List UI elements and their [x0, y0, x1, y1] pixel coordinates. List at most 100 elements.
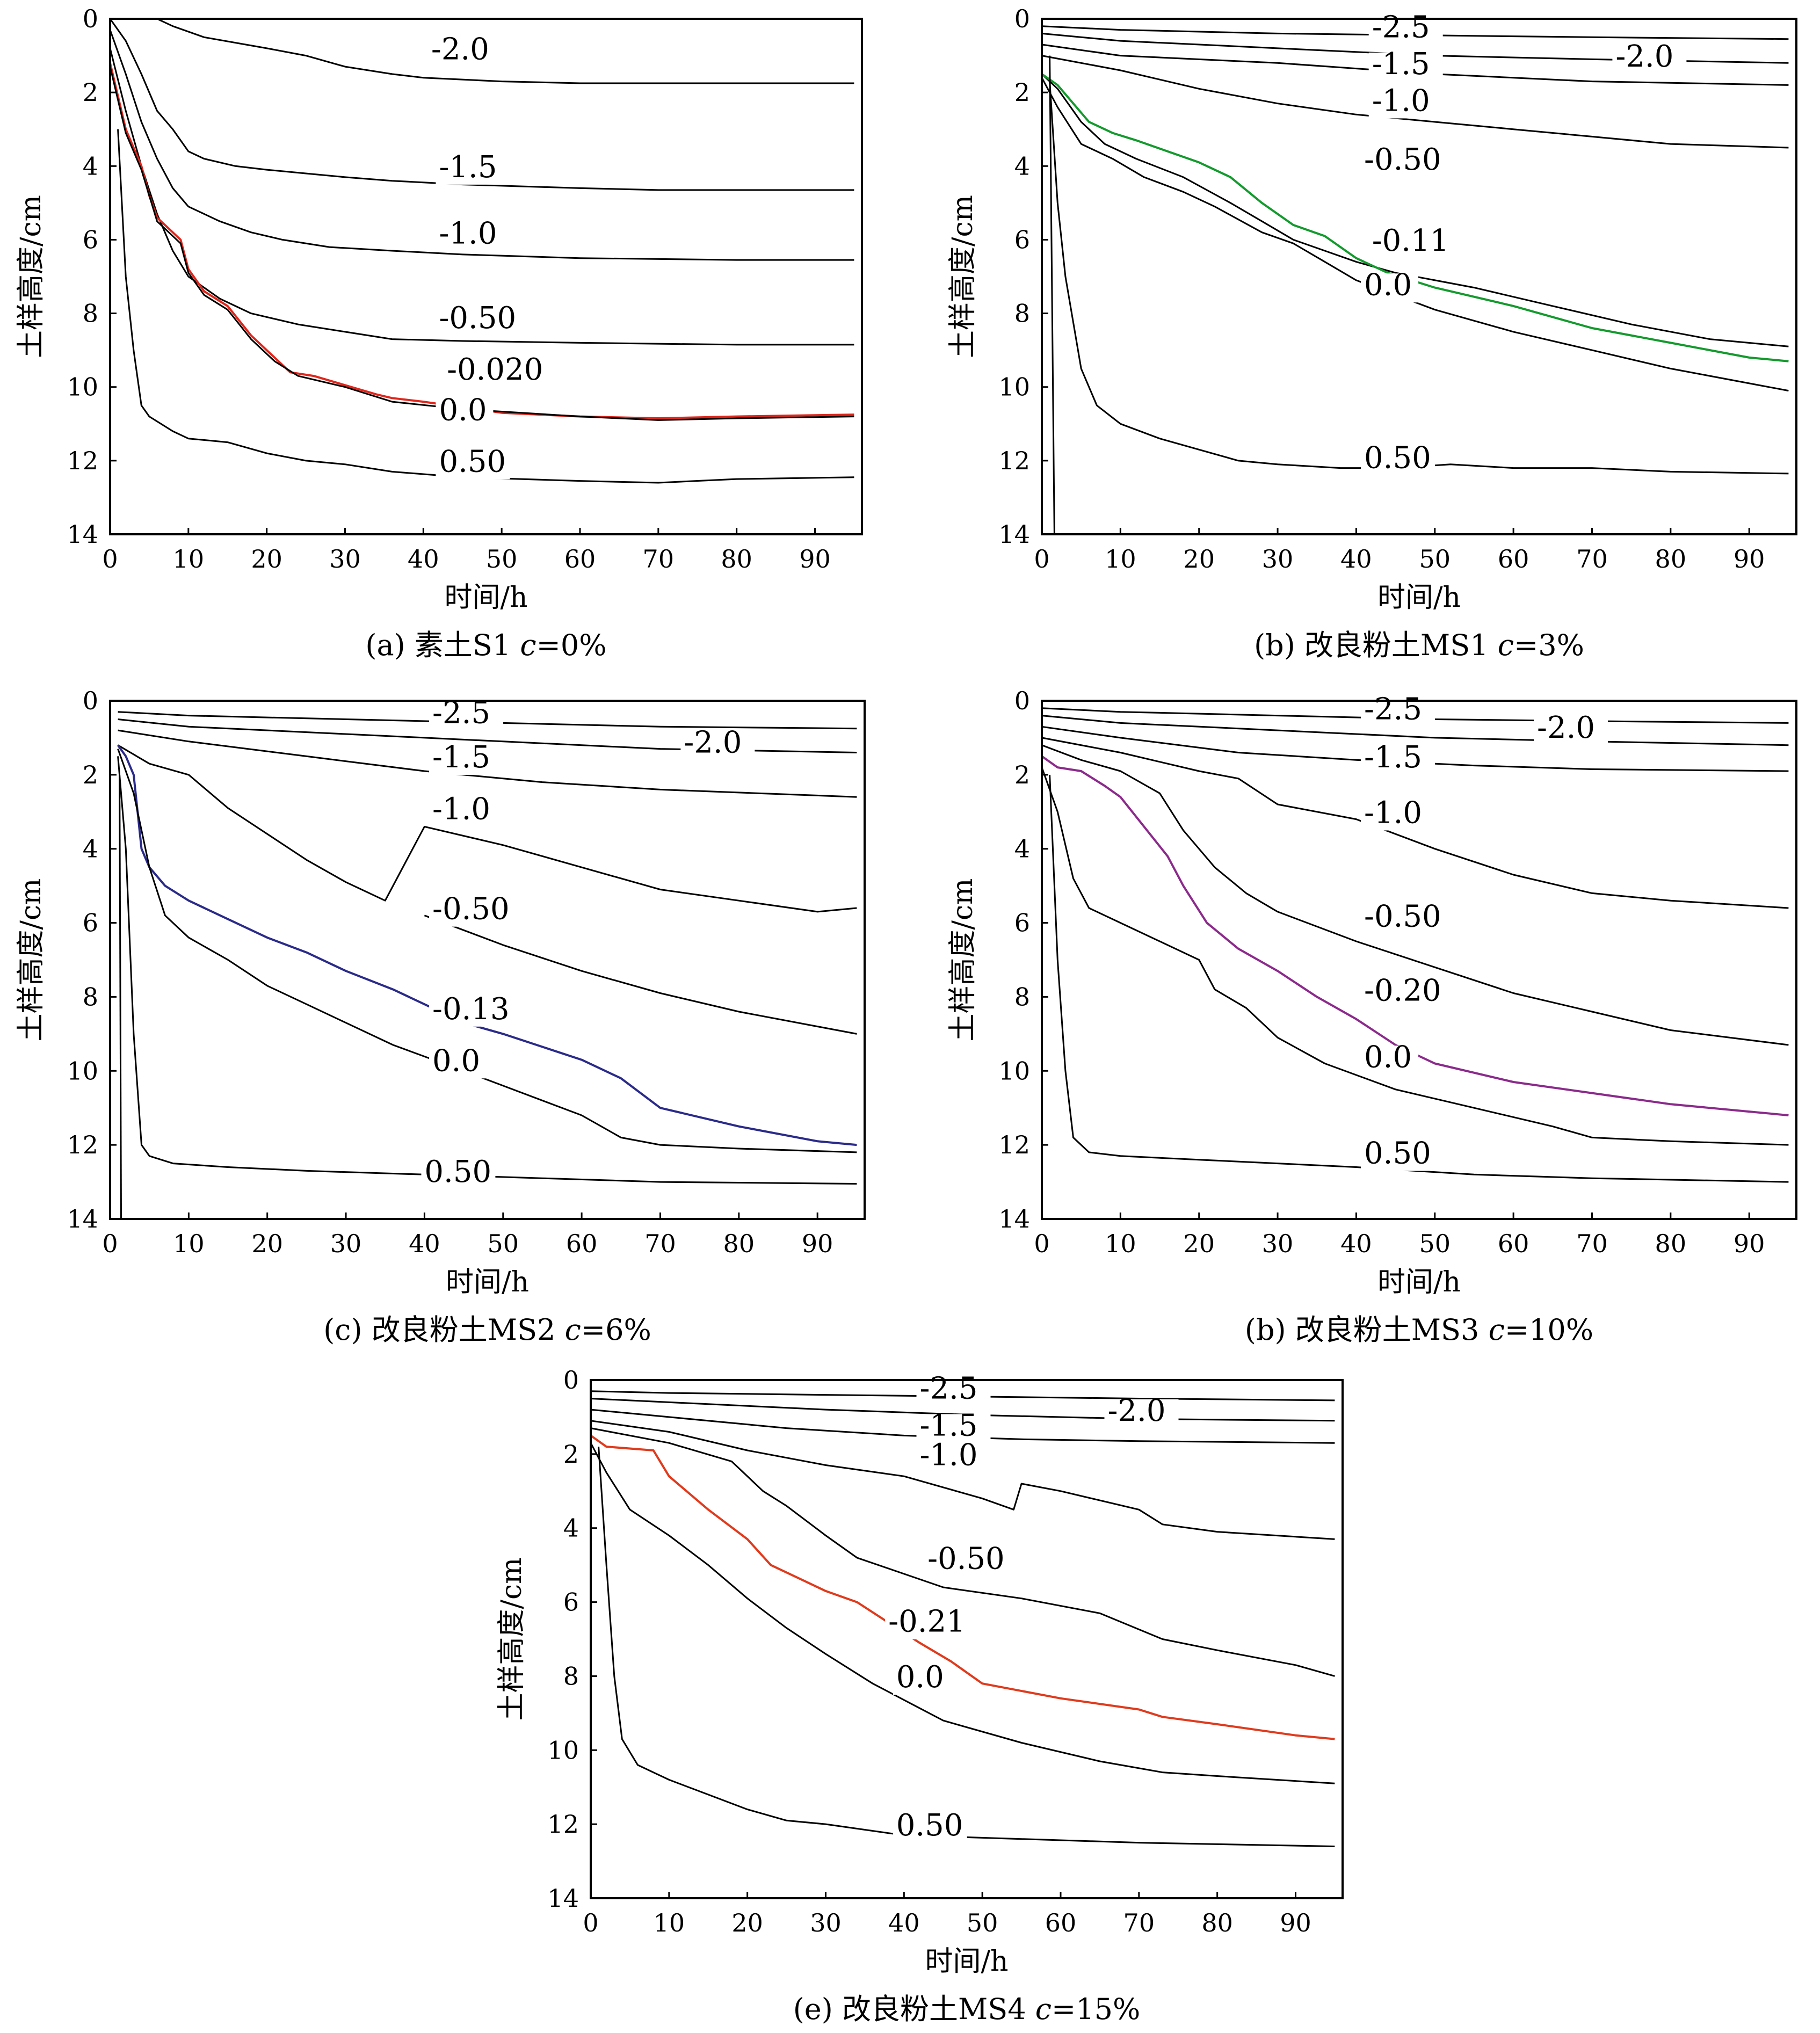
- chart-panel-b1: -2.5-2.0-1.5-1.0-0.50-0.110.00.500 10 20 30…: [947, 4, 1797, 662]
- panel-caption: (c) 改良粉土MS2 c=6%: [323, 1313, 651, 1347]
- y-axis-title: 土样高度/cm: [496, 1558, 528, 1721]
- caption-value: =15%: [1052, 1992, 1140, 2026]
- x-axis-title: 时间/h: [444, 582, 527, 614]
- y-tick-label: 12: [547, 1810, 579, 1839]
- y-tick-label: 0: [83, 686, 98, 715]
- y-tick-label: 6: [83, 909, 98, 938]
- series-label-bg: [1368, 52, 1443, 82]
- series-line--0.50: [424, 914, 857, 1035]
- x-tick-label: 90: [1734, 1229, 1765, 1258]
- series-label--2.0: -2.0: [1108, 1393, 1166, 1428]
- series-label-0.50: 0.50: [424, 1155, 491, 1189]
- x-tick-label: 30: [329, 544, 361, 573]
- x-tick-label: 20: [1183, 1229, 1215, 1258]
- series-label-0.50: 0.50: [439, 444, 506, 479]
- series-label-bg: [436, 222, 510, 251]
- series-label--0.50: -0.50: [432, 892, 510, 927]
- series-label--0.20: -0.20: [1364, 973, 1441, 1008]
- series-label-bg: [1361, 273, 1419, 303]
- x-tick-label: 50: [487, 1229, 519, 1258]
- series-line--2.5: [118, 711, 857, 730]
- x-tick-label: 80: [1655, 544, 1687, 573]
- series-label-0.0: 0.0: [1364, 1040, 1412, 1074]
- panel-caption: (a) 素土S1 c=0%: [365, 628, 606, 662]
- series-label-bg: [1361, 746, 1435, 775]
- caption-value: =3%: [1514, 628, 1584, 662]
- x-tick-label: 80: [1655, 1229, 1687, 1258]
- series-label-bg: [1361, 1045, 1419, 1075]
- y-axis-title: 土样高度/cm: [947, 878, 979, 1042]
- plot-frame: [590, 1379, 1344, 1899]
- series-label--0.11: -0.11: [1372, 223, 1449, 258]
- series-line-0.50: [1049, 774, 1789, 1183]
- x-tick-label: 90: [1280, 1908, 1311, 1937]
- x-axis-title: 时间/h: [446, 1266, 529, 1298]
- x-tick-label: 20: [1183, 544, 1215, 573]
- series-label--0.50: -0.50: [1364, 142, 1441, 177]
- series-label--1.5: -1.5: [439, 150, 497, 185]
- series-line--0.50: [1041, 73, 1789, 347]
- caption-main: (b) 改良粉土MS1: [1254, 628, 1498, 662]
- y-tick-label: 2: [1014, 78, 1030, 107]
- y-tick-label: 14: [67, 520, 98, 549]
- series-line--1.0: [590, 1420, 1335, 1540]
- series-line--0.20: [1041, 755, 1789, 1116]
- series-label-bg: [916, 1414, 991, 1443]
- x-tick-label: 60: [1498, 1229, 1529, 1258]
- x-tick-label: 50: [967, 1908, 998, 1937]
- x-tick-label: 0: [583, 1908, 598, 1937]
- series-label--1.5: -1.5: [1364, 740, 1422, 775]
- x-tick-label: 70: [1576, 544, 1608, 573]
- series-line--2.5: [1041, 707, 1789, 724]
- x-tick-label: 10: [654, 1908, 685, 1937]
- x-tick-label: 60: [1498, 544, 1529, 573]
- caption-value: =10%: [1505, 1313, 1593, 1347]
- x-tick-label: 10: [1105, 544, 1136, 573]
- caption-value: =6%: [581, 1313, 651, 1347]
- y-axis-title: 土样高度/cm: [15, 195, 47, 358]
- x-tick-label: 20: [251, 544, 282, 573]
- series-label-bg: [429, 1049, 487, 1079]
- y-tick-label: 4: [563, 1514, 579, 1543]
- x-tick-label: 20: [731, 1908, 763, 1937]
- y-tick-label: 6: [1014, 909, 1030, 938]
- x-axis-title: 时间/h: [925, 1945, 1008, 1978]
- series-label-bg: [1104, 1399, 1179, 1428]
- series-label-bg: [429, 701, 504, 731]
- y-tick-label: 4: [83, 151, 98, 180]
- x-tick-label: 80: [723, 1229, 755, 1258]
- series-label--0.21: -0.21: [888, 1604, 966, 1639]
- series-label--2.0: -2.0: [684, 725, 742, 760]
- caption-main: (a) 素土S1: [365, 628, 520, 662]
- series-label-bg: [1361, 148, 1452, 178]
- y-tick-label: 0: [563, 1366, 579, 1395]
- y-tick-label: 10: [998, 373, 1030, 402]
- caption-var: c: [565, 1313, 581, 1347]
- series-label-0.0: 0.0: [439, 393, 487, 427]
- series-line--1.0: [117, 744, 857, 913]
- y-tick-label: 6: [1014, 225, 1030, 254]
- caption-var: c: [1035, 1992, 1052, 2026]
- chart-panel-b3: -2.5-2.0-1.5-1.0-0.50-0.200.00.500 10 20 30…: [947, 686, 1797, 1347]
- y-tick-label: 6: [563, 1588, 579, 1617]
- y-axis-title: 土样高度/cm: [947, 195, 979, 358]
- series-label--2.0: -2.0: [1537, 710, 1595, 745]
- series-label--2.5: -2.5: [920, 1371, 978, 1406]
- x-tick-label: 10: [1105, 1229, 1136, 1258]
- x-tick-label: 30: [1262, 1229, 1294, 1258]
- y-tick-label: 0: [1014, 686, 1030, 715]
- series-label--1.5: -1.5: [432, 740, 490, 775]
- series-label-bg: [893, 1813, 967, 1843]
- series-line--0.21: [590, 1434, 1335, 1740]
- x-axis-title: 时间/h: [1377, 582, 1461, 614]
- caption-var: c: [520, 628, 536, 662]
- series-label-bg: [436, 307, 527, 336]
- series-line-0.0: [117, 749, 857, 1153]
- x-tick-label: 10: [173, 544, 205, 573]
- series-line-0.0: [590, 1442, 1335, 1784]
- series-line--0.50: [1041, 744, 1789, 1046]
- series-label--2.5: -2.5: [1364, 692, 1422, 727]
- series-label-bg: [916, 1443, 991, 1473]
- series-label-0.0: 0.0: [432, 1043, 480, 1078]
- y-tick-label: 2: [1014, 760, 1030, 789]
